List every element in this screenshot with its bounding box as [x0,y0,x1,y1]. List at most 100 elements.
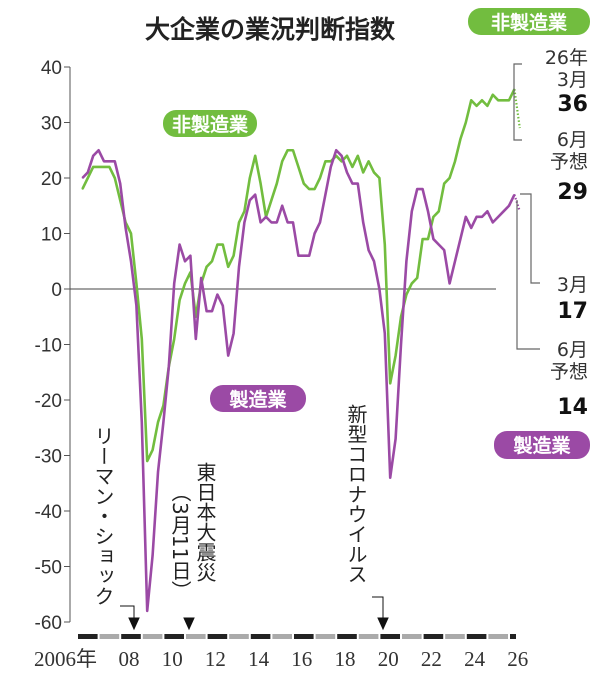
data-point [233,255,235,257]
data-point [249,177,251,179]
x-tick-label: 16 [291,647,312,671]
callout-forecast-month: 6月 [557,129,588,151]
x-tick-label: 18 [335,647,356,671]
data-point [206,266,208,268]
annotation-pointers [120,596,389,631]
y-tick-label: 0 [51,280,62,301]
y-tick-label: -10 [35,336,62,357]
x-axis-year-segment [186,634,206,639]
data-point [276,182,278,185]
data-point [114,160,116,162]
data-point [476,216,478,218]
x-tick-label: 26 [507,647,528,671]
x-tick-label: 12 [205,647,226,671]
x-tick-label: 10 [162,647,183,671]
data-point [130,260,132,262]
data-point [346,155,348,157]
y-tick-label: 40 [41,58,62,79]
data-point [254,155,256,157]
callout-forecast-month: 6月 [557,339,588,361]
data-point [87,171,89,174]
data-point [416,188,418,190]
data-point [330,160,332,162]
callout-forecast-word: 予想 [550,151,588,173]
x-axis-year-segment [142,634,163,639]
data-point [98,166,100,168]
data-point [189,255,191,257]
data-point [227,266,229,268]
data-point [470,99,472,101]
data-point [438,210,440,212]
annotation-lehman: リーマン・ショック [91,426,115,606]
data-point [249,199,251,201]
forecast-line-manufacturing [513,194,521,212]
data-point [459,238,461,240]
data-point [341,155,343,157]
series-label: 製造業 [228,388,287,411]
data-point [422,238,424,240]
data-point [503,210,505,212]
data-point [314,232,316,235]
data-point [351,166,353,168]
data-point [357,182,359,185]
x-axis-year-segment [99,634,120,639]
y-tick-label: 20 [41,169,62,190]
series-label: 非製造業 [172,113,249,136]
data-point [308,188,310,190]
data-point [405,260,407,262]
data-point [287,149,289,151]
x-axis-year-segment [164,634,184,639]
data-point [481,99,483,101]
x-axis-year-segment [358,634,379,639]
data-point [319,221,321,223]
data-point [497,99,499,101]
data-point [222,305,224,307]
data-point [281,205,283,207]
data-point [303,182,305,185]
legend-non-manufacturing-top: 非製造業 [468,8,590,35]
callout-month: 3月 [557,69,588,91]
data-point [384,244,386,246]
data-point [81,188,83,190]
data-point [130,232,132,235]
data-point [125,227,127,229]
x-axis-year-segment [315,634,336,639]
data-point [432,216,434,218]
data-point [486,210,488,212]
data-point [146,610,148,612]
data-point [314,188,316,190]
data-point [119,199,121,201]
data-point [368,160,370,162]
data-point [119,182,121,185]
data-point [459,138,461,140]
data-point [416,277,418,279]
data-point [341,160,343,162]
data-point [508,99,510,101]
data-point [184,260,186,262]
x-tick-label: 24 [464,647,486,671]
data-point [260,221,262,223]
data-point [206,310,208,312]
callout-forecast-word: 予想 [550,361,588,383]
label-non-manufacturing: 非製造業 [163,110,257,137]
callout-value: 36 [557,92,588,117]
data-point [108,166,110,168]
x-axis-year-segment [78,634,98,639]
data-point [492,94,494,96]
data-point [503,99,505,101]
label-manufacturing: 製造業 [210,385,306,412]
data-point [243,210,245,212]
data-point [254,194,256,196]
data-point [297,166,299,168]
chart-title: 大企業の業況判断指数 [145,15,396,44]
data-point [216,293,218,296]
data-point [243,221,245,223]
data-point [281,160,283,162]
x-axis-year-segment [294,634,314,639]
data-point [324,160,326,162]
x-axis-year-segment [250,634,271,639]
data-point [378,177,380,179]
x-axis-year-segment [466,634,487,639]
data-point [330,166,332,168]
data-point [168,366,170,368]
